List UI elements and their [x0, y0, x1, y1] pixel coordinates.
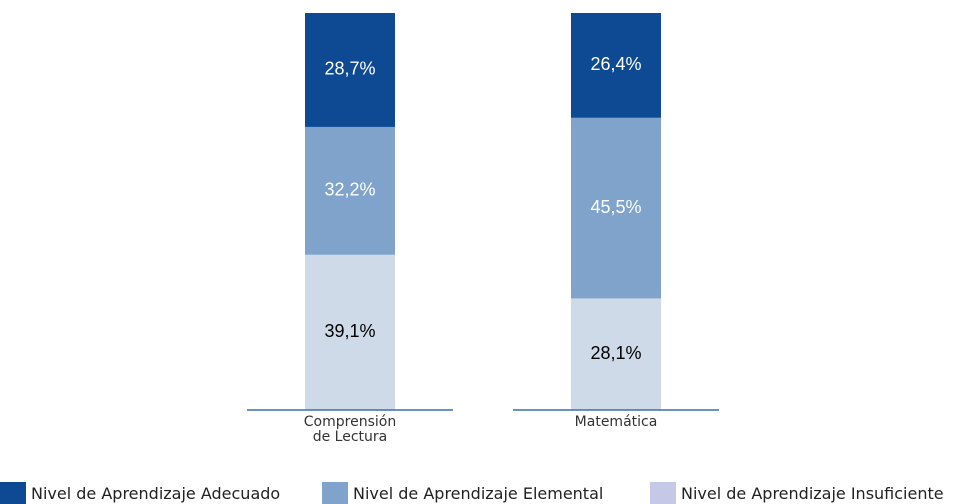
x-tick-label: Comprensión de Lectura [303, 414, 397, 445]
legend-item: Nivel de Aprendizaje Insuficiente [650, 482, 944, 504]
legend-label: Nivel de Aprendizaje Elemental [353, 483, 604, 503]
value-label: 28,1% [590, 343, 641, 363]
bar-segment [305, 126, 395, 255]
value-label: 39,1% [324, 321, 375, 341]
legend-item: Nivel de Aprendizaje Adecuado [0, 482, 280, 504]
legend-item: Nivel de Aprendizaje Elemental [322, 482, 603, 504]
x-tick-label: Matemática [574, 414, 658, 430]
value-label: 26,4% [590, 54, 641, 74]
value-label: 45,5% [590, 197, 641, 217]
legend-label: Nivel de Aprendizaje Adecuado [31, 483, 281, 503]
value-label: 32,2% [324, 180, 375, 200]
bar-segment [571, 117, 661, 299]
bar-segment [305, 13, 395, 127]
legend-label: Nivel de Aprendizaje Insuficiente [681, 483, 944, 503]
bar-segment [571, 13, 661, 118]
legend-swatch [322, 482, 348, 504]
bar-segment [571, 298, 661, 410]
bar-segment [305, 254, 395, 410]
legend-swatch [650, 482, 676, 504]
value-label: 28,7% [324, 59, 375, 79]
legend-swatch [0, 482, 26, 504]
